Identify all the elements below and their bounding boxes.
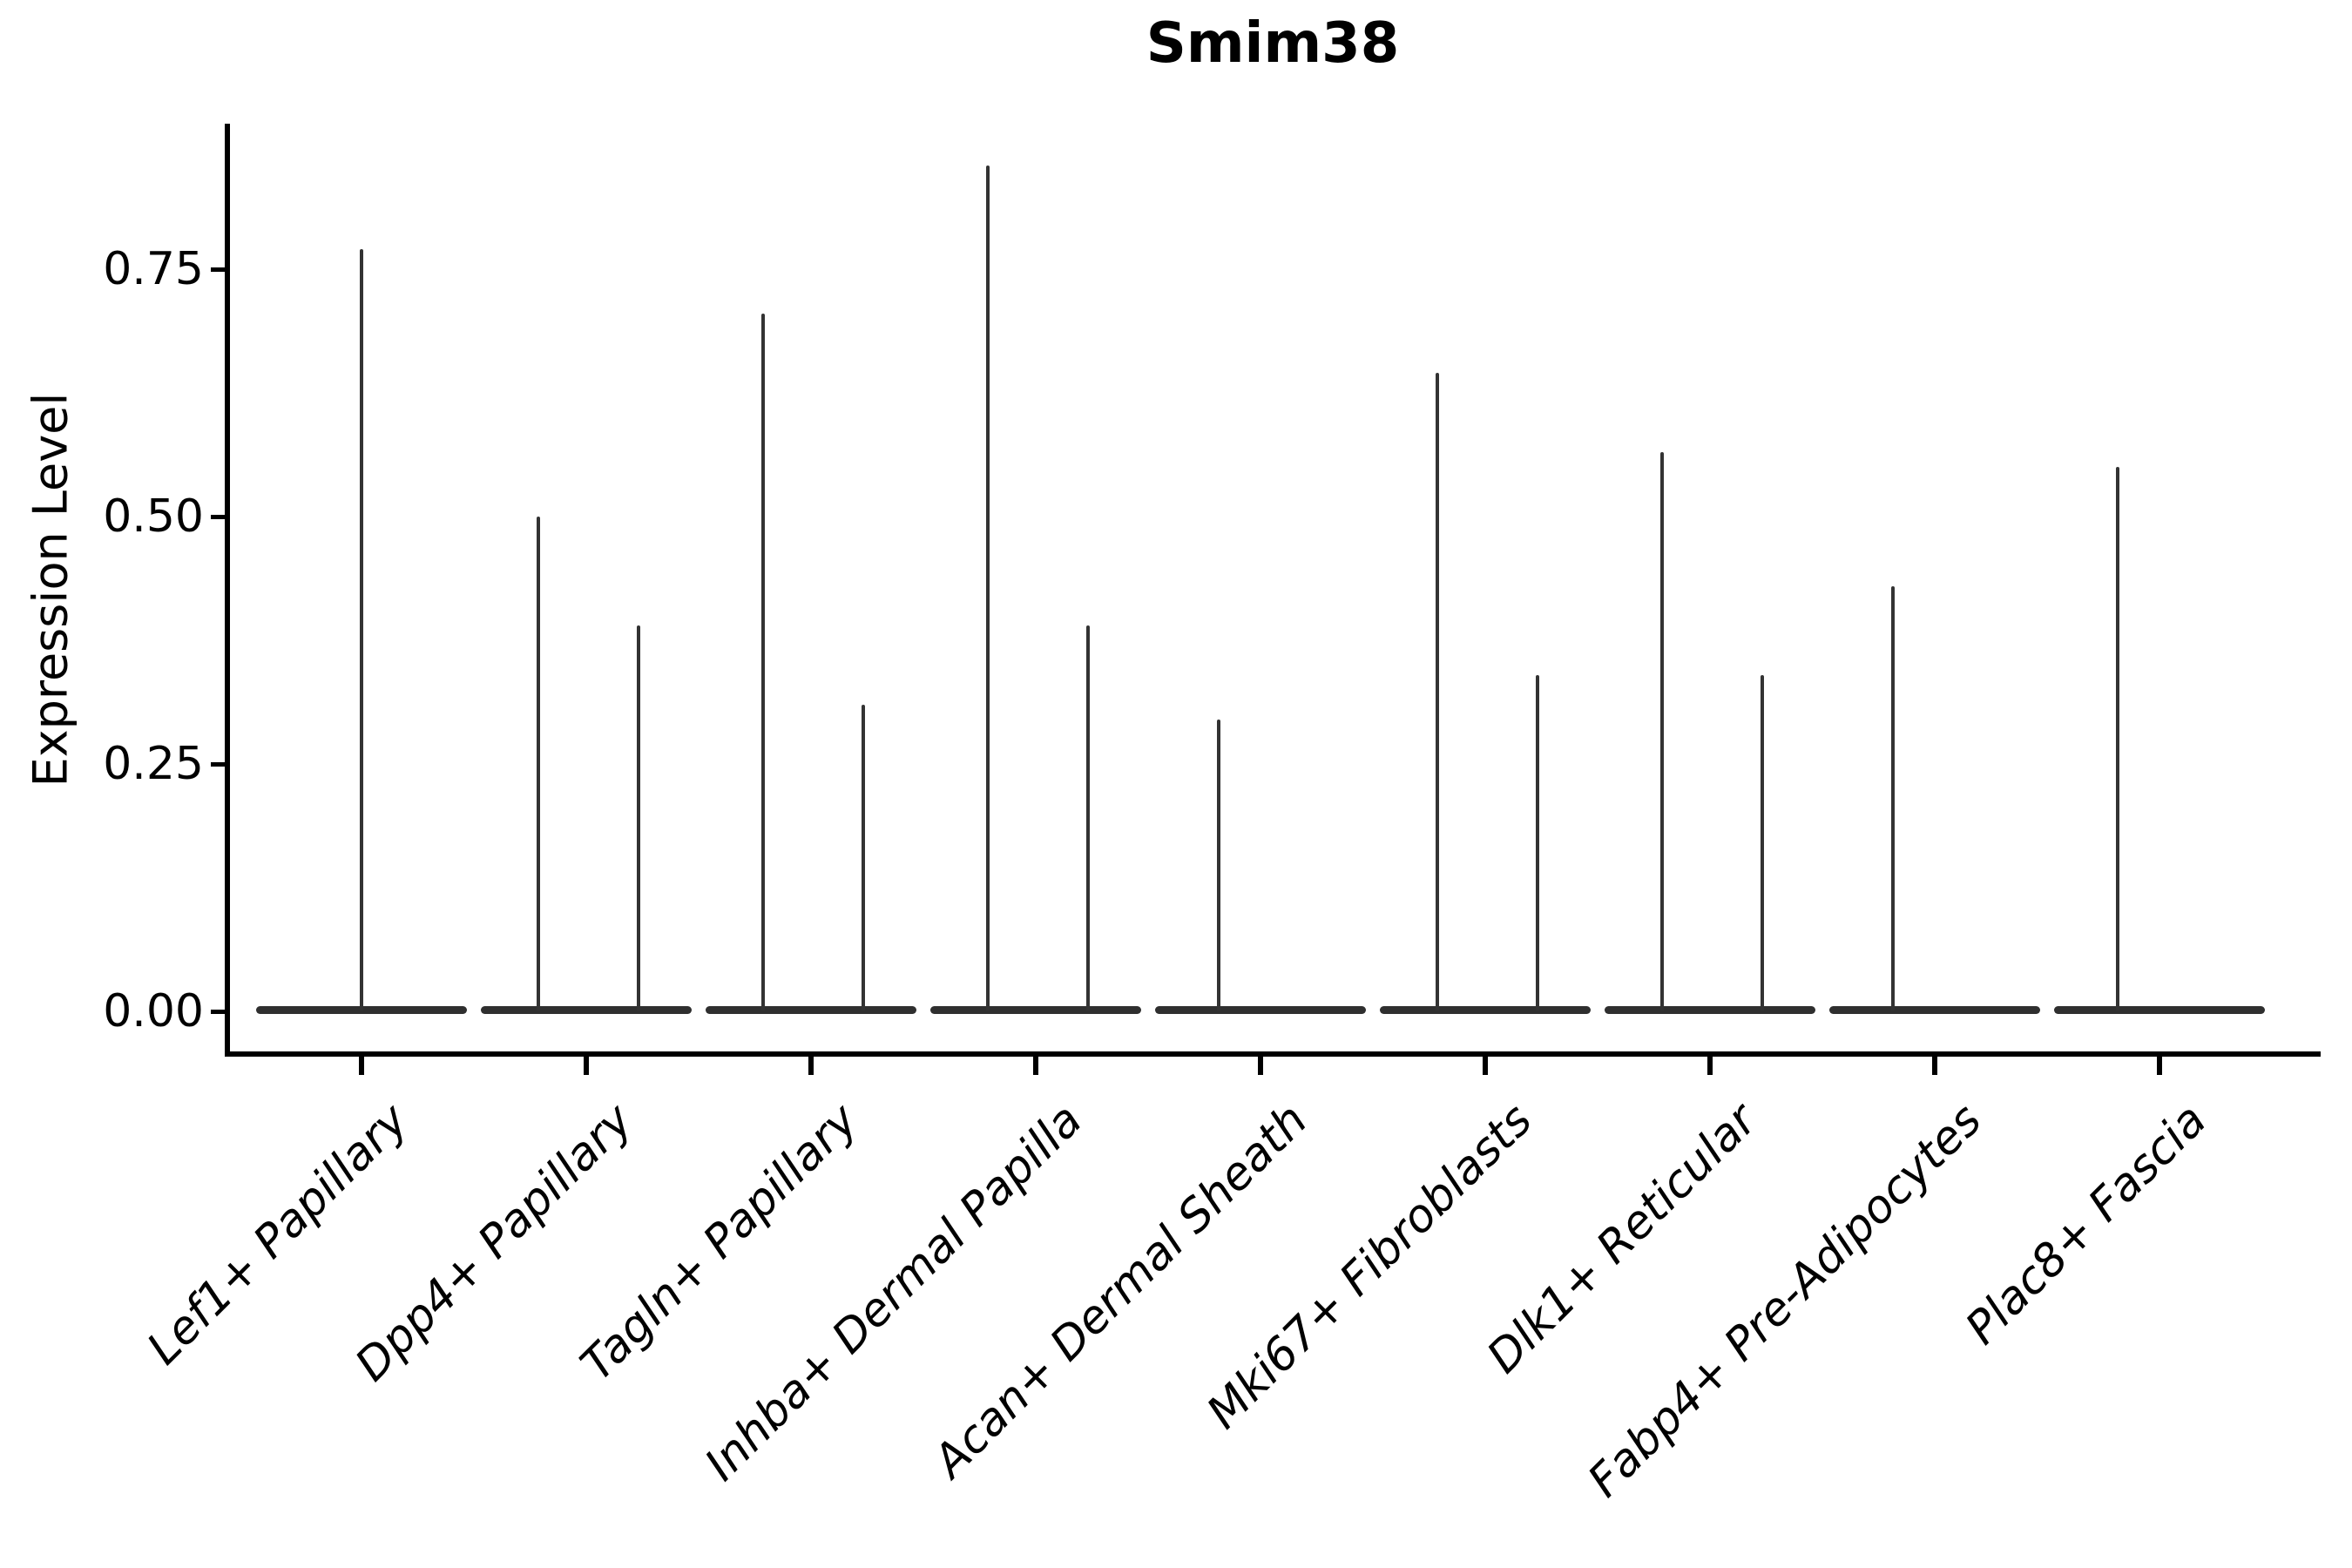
x-tick [2157,1057,2162,1075]
x-tick [808,1057,814,1075]
violin-spike [1660,452,1664,1010]
x-tick-label: Inhba+ Dermal Papilla [695,1093,1093,1491]
violin-spike [1436,373,1439,1010]
chart-title: Smim38 [1146,11,1400,76]
x-tick-label: Fabp4+ Pre-Adipocytes [1578,1093,1992,1508]
violin-base [1380,1006,1591,1014]
x-axis-spine [225,1051,2321,1057]
x-tick [1258,1057,1263,1075]
x-tick [1707,1057,1713,1075]
violin-spike [360,249,363,1010]
violin-base [930,1006,1141,1014]
violin-base [1155,1006,1366,1014]
y-tick-label: 0.25 [103,738,204,790]
y-tick [211,267,225,272]
violin-spike [1536,674,1539,1010]
violin-spike [1086,625,1090,1010]
y-axis-label: Expression Level [23,392,78,787]
violin-spike [761,314,765,1010]
y-tick-label: 0.75 [103,243,204,295]
y-tick [211,762,225,767]
violin-base [2054,1006,2265,1014]
violin-spike [1761,674,1764,1010]
violin-spike [1217,719,1220,1010]
x-tick [359,1057,364,1075]
violin-spike [637,625,640,1010]
violin-base [706,1006,916,1014]
violin-spike [862,704,865,1010]
x-tick [1483,1057,1488,1075]
violin-spike [1891,585,1895,1010]
violin-spike [2116,467,2119,1010]
x-tick-label: Plac8+ Fascia [1956,1093,2217,1355]
x-tick [1033,1057,1038,1075]
y-tick [211,515,225,519]
violin-base [481,1006,692,1014]
y-tick-label: 0.50 [103,490,204,543]
violin-spike [537,517,540,1010]
x-tick-label: Acan+ Dermal Sheath [923,1093,1318,1488]
y-tick-label: 0.00 [103,985,204,1037]
violin-base [1605,1006,1815,1014]
x-tick [584,1057,589,1075]
y-axis-spine [225,124,230,1057]
x-tick [1932,1057,1937,1075]
y-tick [211,1010,225,1014]
violin-spike [986,165,990,1010]
violin-base [1829,1006,2040,1014]
